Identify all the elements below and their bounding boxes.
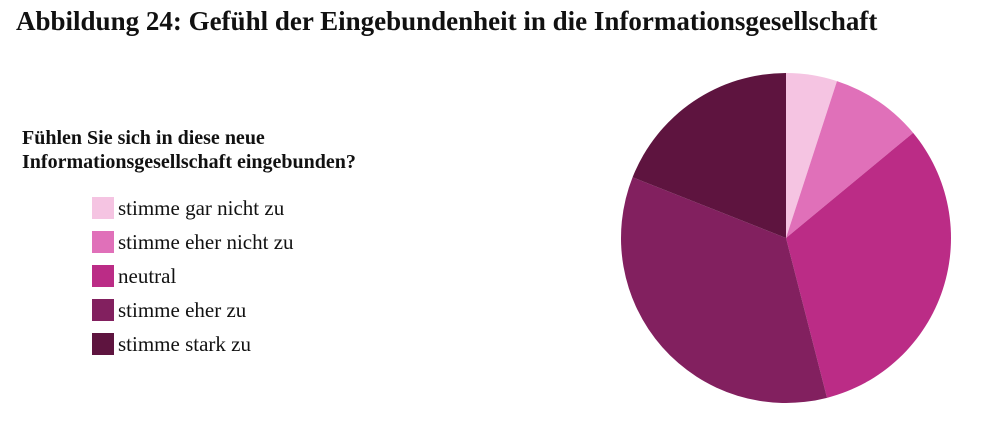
legend-title: Fühlen Sie sich in diese neue Informatio… xyxy=(22,127,356,173)
legend-swatch xyxy=(92,299,114,321)
pie-slice xyxy=(786,73,837,238)
legend-label: stimme gar nicht zu xyxy=(118,196,285,220)
pie-slice xyxy=(621,177,828,403)
legend-label: stimme stark zu xyxy=(118,332,251,356)
legend-label: neutral xyxy=(118,264,176,288)
legend-swatch xyxy=(92,265,114,287)
pie-slice xyxy=(786,132,952,398)
legend-swatch xyxy=(92,231,114,253)
legend-swatch xyxy=(92,333,114,355)
pie-slice xyxy=(632,72,786,238)
legend-label: stimme eher zu xyxy=(118,298,247,322)
legend-swatch xyxy=(92,197,114,219)
pie-slice xyxy=(786,81,914,238)
chart-title: Abbildung 24: Gefühl der Eingebundenheit… xyxy=(16,6,878,36)
legend-label: stimme eher nicht zu xyxy=(118,230,294,254)
